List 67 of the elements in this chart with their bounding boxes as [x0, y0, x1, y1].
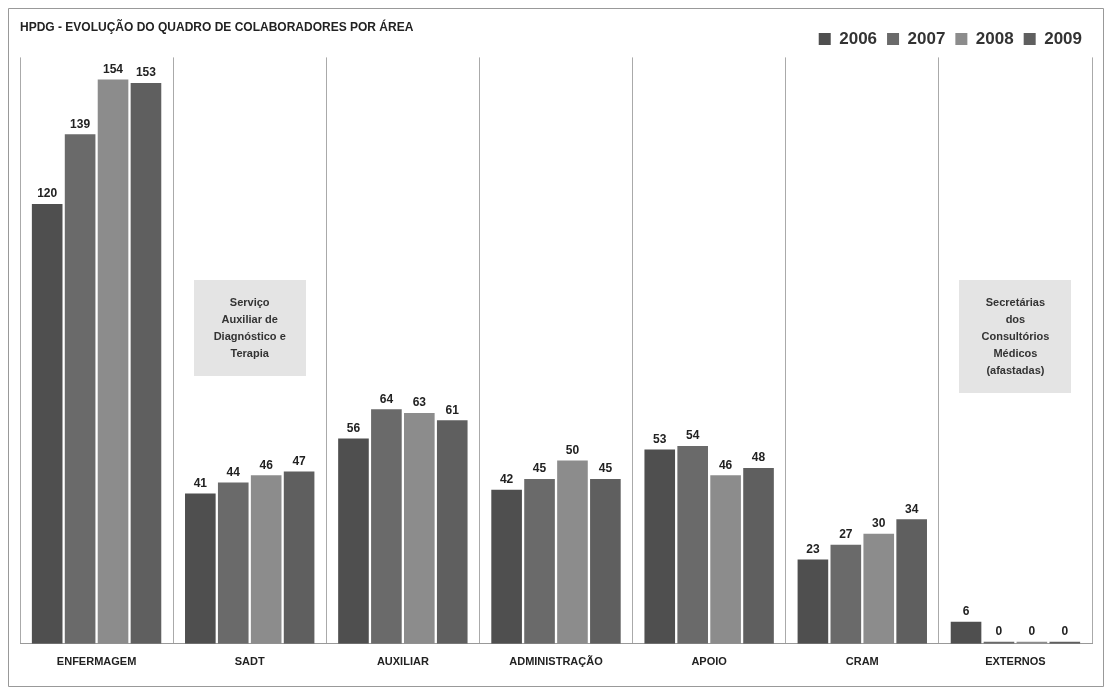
bar: [710, 475, 741, 644]
bar: [217, 482, 249, 644]
bar: [436, 420, 468, 644]
data-label: 64: [379, 391, 394, 406]
data-label: 46: [718, 457, 733, 472]
data-label: 41: [193, 475, 208, 490]
bar: [950, 621, 982, 644]
bar: [97, 79, 129, 644]
bar: [130, 83, 162, 644]
data-label: 6: [962, 604, 970, 619]
bar: [185, 493, 216, 644]
data-label: 54: [686, 428, 700, 443]
data-label: 61: [445, 402, 460, 417]
data-label: 139: [70, 116, 91, 131]
bar: [283, 471, 315, 644]
data-label: 0: [1028, 624, 1036, 639]
bar: [524, 478, 555, 644]
data-label: 154: [103, 61, 124, 76]
legend-label: 2007: [907, 28, 946, 48]
bar: [250, 475, 282, 644]
data-label: 44: [226, 464, 241, 479]
bar: [797, 559, 829, 644]
data-label: 34: [904, 501, 919, 516]
bar: [31, 204, 63, 644]
data-label: 30: [872, 516, 886, 531]
legend-label: 2009: [1044, 28, 1083, 48]
data-label: 42: [499, 472, 514, 487]
bar: [338, 438, 369, 644]
bar: [644, 449, 676, 644]
x-tick-label: SADT: [234, 655, 265, 668]
data-label: 56: [346, 420, 361, 435]
bar: [557, 460, 588, 644]
bar: [590, 478, 621, 644]
bar: [64, 134, 96, 644]
data-label: 23: [806, 541, 820, 556]
data-label: 120: [37, 186, 58, 201]
x-tick-label: APOIO: [691, 655, 728, 668]
note-box: Secretárias dos Consultórios Médicos (afastadas): [959, 280, 1072, 394]
bar: [863, 533, 895, 644]
data-label: 0: [1061, 624, 1069, 639]
data-label: 46: [259, 457, 274, 472]
bar: [743, 467, 774, 644]
legend-label: 2006: [839, 28, 878, 48]
bar: [677, 445, 708, 644]
data-label: 48: [751, 450, 766, 465]
data-label: 27: [839, 527, 853, 542]
data-label: 47: [292, 453, 307, 468]
x-tick-label: AUXILIAR: [376, 655, 429, 668]
bar: [404, 412, 435, 644]
bar: [896, 519, 927, 644]
data-label: 50: [565, 442, 580, 457]
data-label: 53: [653, 431, 667, 446]
x-tick-label: ENFERMAGEM: [56, 655, 137, 668]
note-box: Serviço Auxiliar de Diagnóstico e Terapia: [193, 280, 306, 377]
data-label: 153: [135, 65, 157, 80]
x-tick-label: CRAM: [845, 655, 879, 668]
data-label: 63: [412, 395, 427, 410]
x-tick-label: ADMINISTRAÇÃO: [509, 655, 604, 668]
data-label: 45: [532, 461, 547, 476]
data-label: 0: [995, 624, 1003, 639]
legend-label: 2008: [975, 28, 1014, 48]
bar: [491, 489, 522, 644]
bar: [371, 409, 402, 644]
data-label: 45: [598, 461, 613, 476]
chart-title: HPDG - EVOLUÇÃO DO QUADRO DE COLABORADORES POR ÁREA: [20, 18, 414, 34]
bar: [830, 544, 862, 644]
x-tick-label: EXTERNOS: [985, 655, 1046, 668]
